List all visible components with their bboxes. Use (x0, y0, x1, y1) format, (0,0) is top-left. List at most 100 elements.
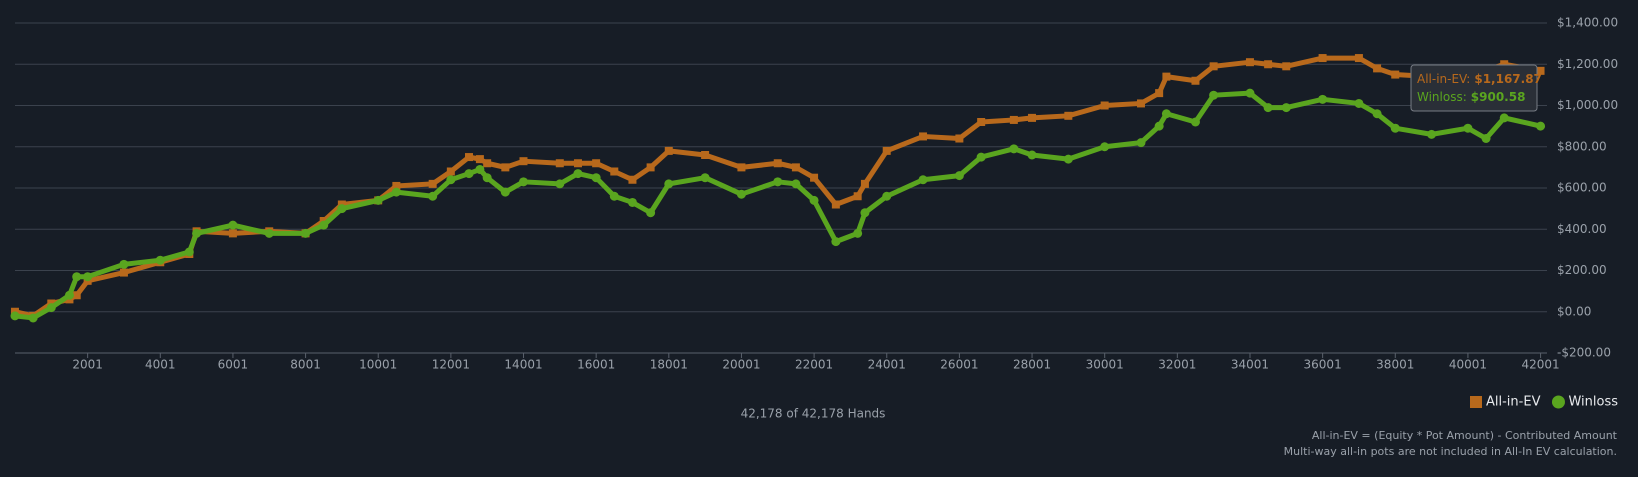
point (853, 228, 863, 238)
point (1155, 89, 1164, 98)
point (853, 192, 862, 201)
point (1154, 121, 1164, 131)
point (391, 187, 401, 197)
point (1190, 117, 1200, 127)
point (1499, 113, 1509, 123)
point (773, 159, 782, 168)
point (591, 173, 601, 183)
series-line (14, 55, 1541, 319)
point (28, 313, 38, 323)
y-tick-label: $1,400.00 (1557, 16, 1618, 30)
point (264, 228, 274, 238)
point (860, 179, 869, 188)
point (1191, 76, 1200, 85)
point (1500, 60, 1509, 69)
point (1209, 62, 1218, 71)
x-tick-label: 16001 (577, 358, 615, 372)
point (860, 208, 870, 218)
x-tick-label: 30001 (1086, 358, 1124, 372)
x-tick-label: 12001 (432, 358, 470, 372)
point (72, 272, 82, 282)
tooltip-value: $900.58 (1471, 90, 1526, 104)
x-tick-label: 40001 (1449, 358, 1487, 372)
point (1009, 144, 1019, 154)
point (1372, 109, 1382, 119)
point (1481, 134, 1491, 143)
point (701, 151, 710, 159)
y-tick-label: $0.00 (1557, 304, 1591, 318)
legend-marker (1551, 395, 1565, 409)
point (1354, 98, 1364, 108)
point (627, 197, 637, 207)
point (301, 228, 311, 238)
point (119, 268, 128, 277)
point (1373, 64, 1382, 73)
x-tick-label: 24001 (868, 358, 906, 372)
point (664, 179, 674, 189)
tooltip-label: All-in-EV: (1417, 72, 1470, 86)
point (918, 175, 928, 185)
x-tick-label: 10001 (359, 358, 397, 372)
point (1009, 115, 1018, 124)
x-tick-label: 28001 (1013, 358, 1051, 372)
x-tick-label: 32001 (1158, 358, 1196, 372)
point (810, 173, 819, 182)
x-tick-label: 38001 (1376, 358, 1414, 372)
series-line (14, 90, 1542, 321)
tooltip-value: $1,167.87 (1474, 72, 1542, 86)
point (482, 173, 492, 183)
point (882, 146, 891, 155)
point (573, 159, 582, 168)
x-tick-label: 34001 (1231, 358, 1269, 372)
tooltip-line: All-in-EV: $1,167.87 (1417, 72, 1542, 86)
point (228, 229, 237, 238)
point (1100, 142, 1110, 152)
y-tick-label: $200.00 (1557, 263, 1607, 277)
point (1028, 113, 1037, 122)
point (72, 291, 81, 300)
point (955, 134, 964, 143)
note: Multi-way all-in pots are not included i… (1284, 445, 1617, 458)
point (228, 220, 238, 230)
point (919, 132, 928, 141)
point (1282, 62, 1291, 71)
tooltip-box (1410, 64, 1538, 112)
point (1063, 154, 1073, 164)
point (465, 153, 474, 162)
x-tick-label: 26001 (940, 358, 978, 372)
legend-label: All-in-EV (1486, 395, 1541, 410)
point (337, 204, 347, 214)
point (155, 255, 165, 265)
x-tick-label: 14001 (504, 358, 542, 372)
point (628, 175, 637, 184)
point (483, 159, 492, 168)
point (1318, 54, 1327, 63)
point (773, 177, 783, 187)
point (192, 228, 202, 238)
point (83, 272, 93, 282)
x-tick-label: 4001 (145, 358, 176, 372)
point (1064, 111, 1073, 120)
point (428, 179, 437, 188)
point (64, 290, 74, 300)
hands-count: 42,178 of 42,178 Hands (741, 407, 886, 421)
y-tick-label: $1,000.00 (1557, 98, 1618, 112)
point (831, 200, 840, 209)
point (46, 303, 56, 313)
point (737, 163, 746, 172)
note: All-in-EV = (Equity * Pot Amount) - Cont… (1312, 429, 1618, 442)
point (609, 191, 619, 201)
point (573, 169, 583, 179)
point (373, 195, 383, 205)
point (809, 195, 819, 205)
point (518, 177, 528, 187)
point (1536, 121, 1546, 131)
point (1463, 123, 1473, 133)
point (1318, 94, 1328, 104)
point (392, 181, 401, 190)
y-tick-label: -$200.00 (1557, 346, 1611, 360)
point (475, 164, 485, 174)
point (1264, 60, 1273, 69)
x-tick-label: 18001 (650, 358, 688, 372)
